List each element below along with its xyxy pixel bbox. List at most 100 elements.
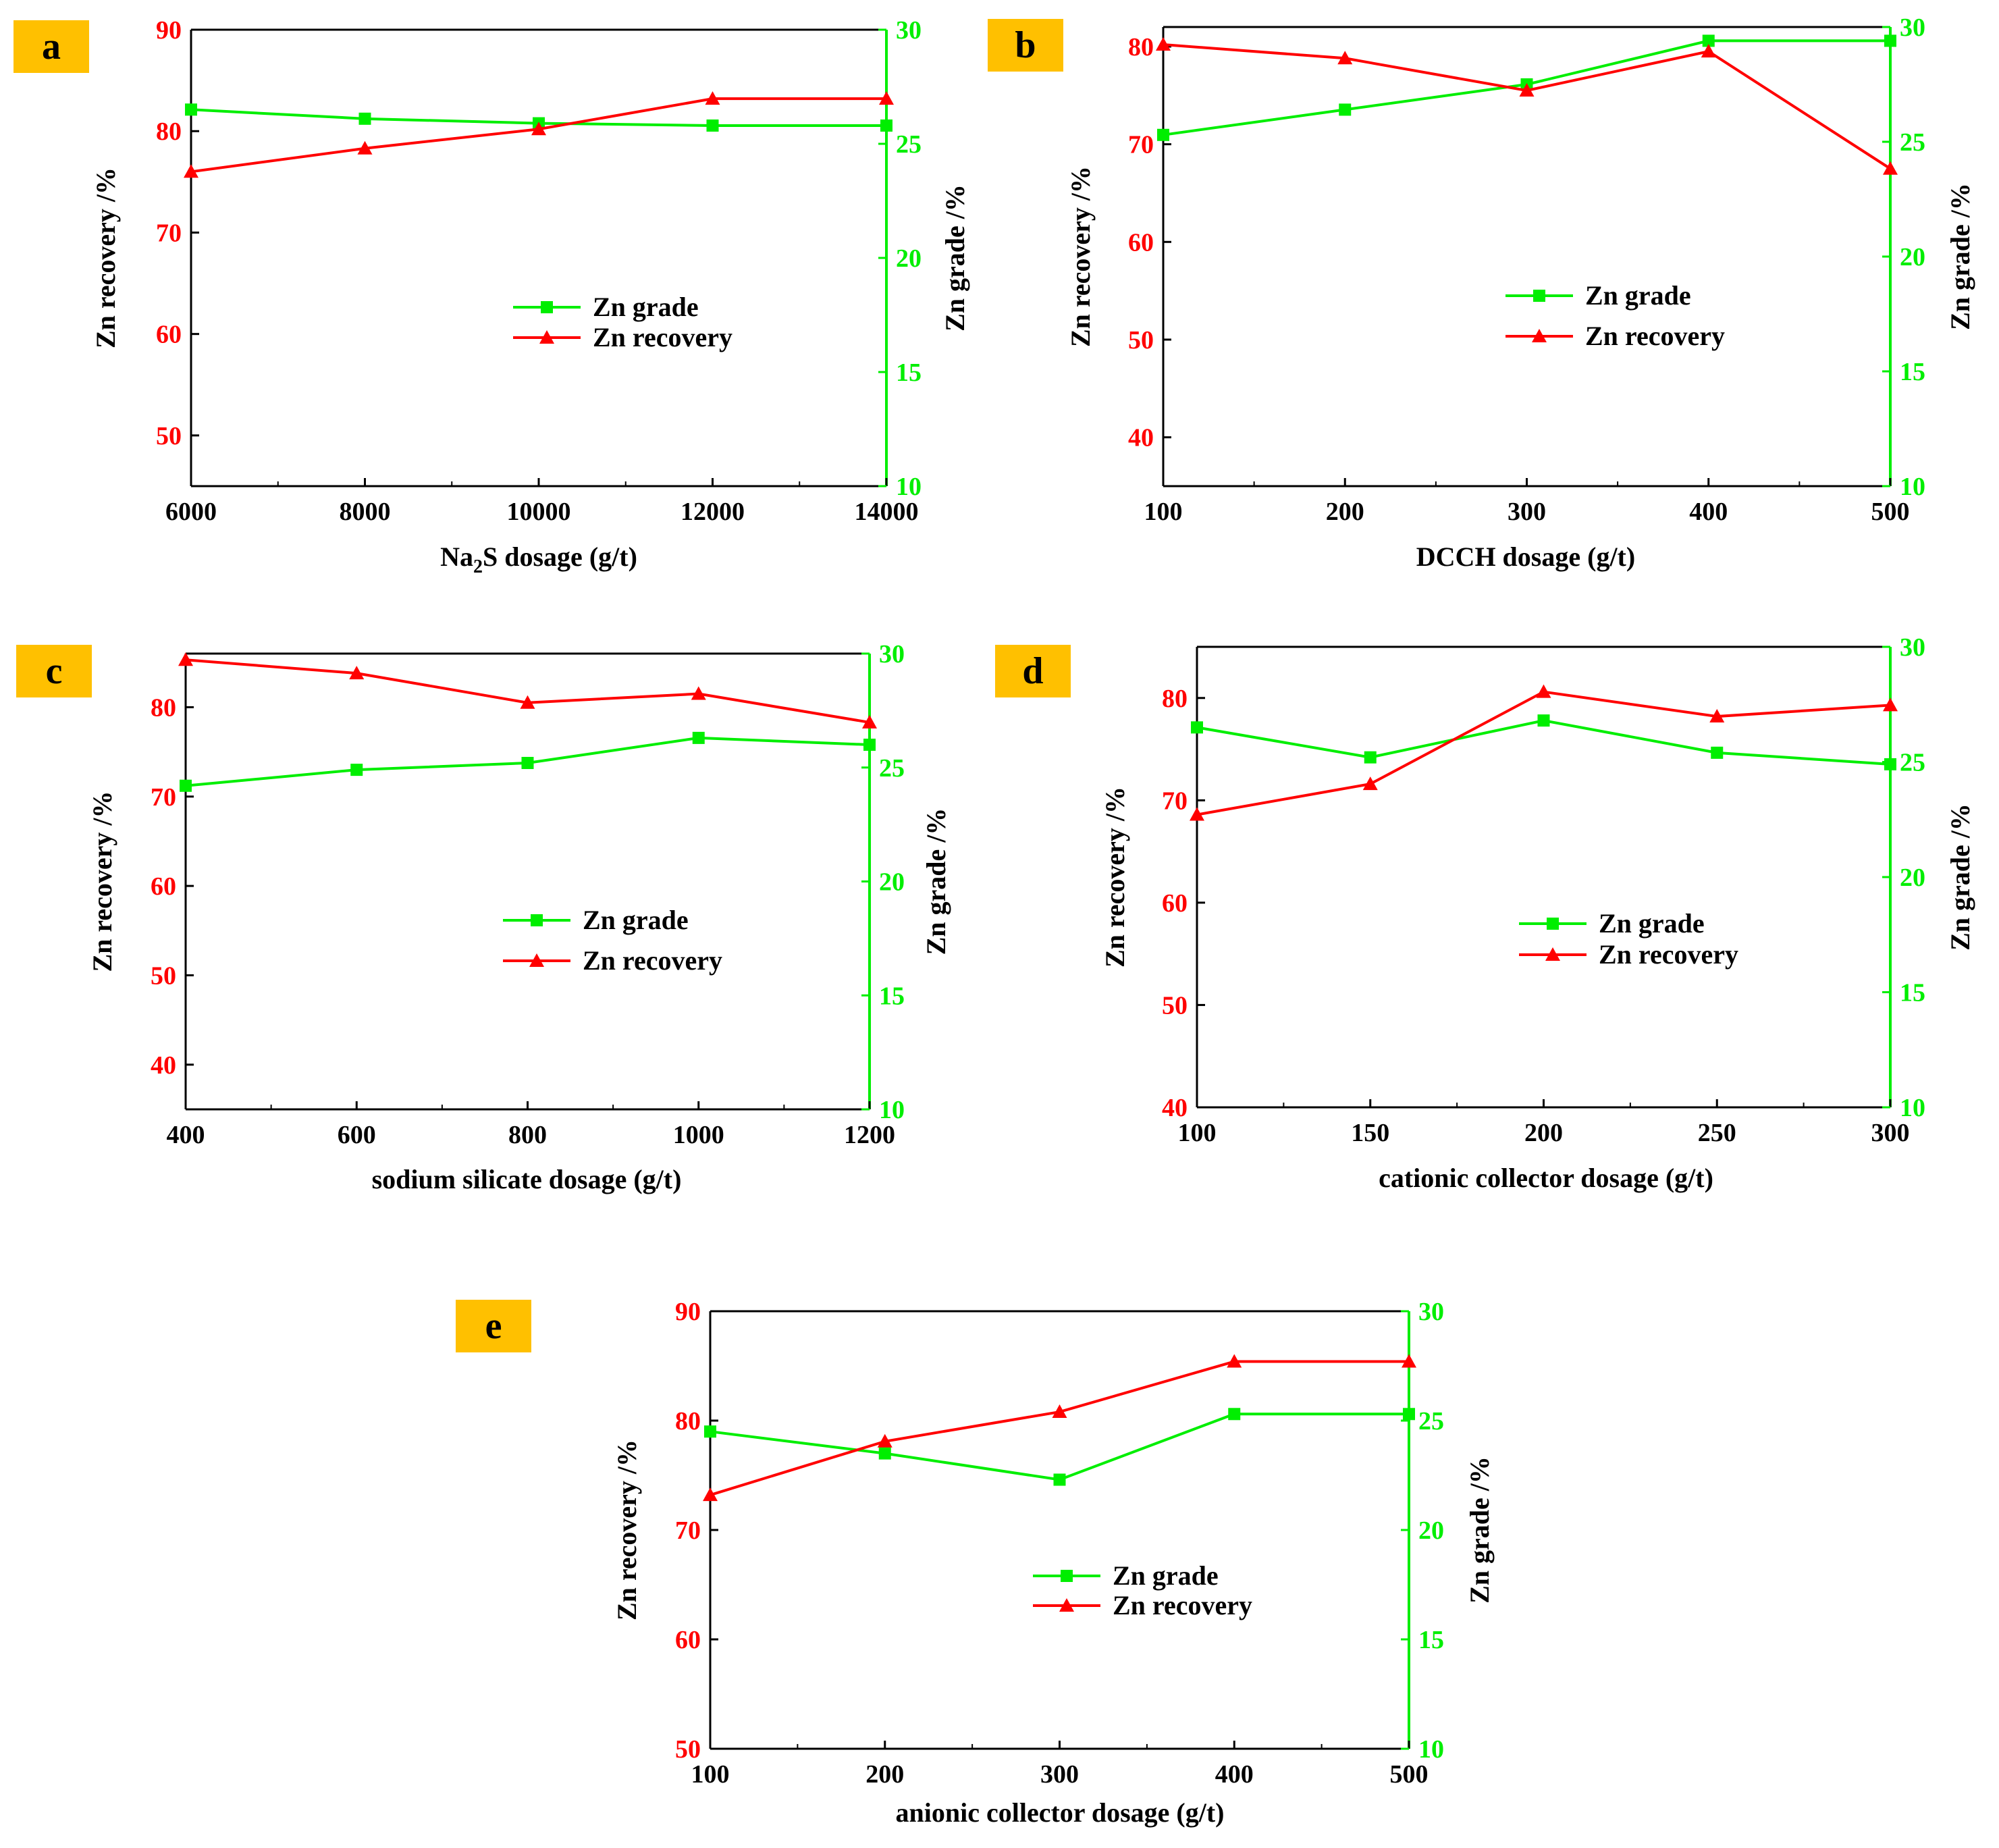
y-tick-label: 90 xyxy=(675,1298,701,1326)
y-tick-label: 50 xyxy=(151,961,176,990)
legend-marker-recovery xyxy=(529,953,544,967)
x-axis-title: anionic collector dosage (g/t) xyxy=(896,1797,1225,1828)
y2-tick-label: 20 xyxy=(879,868,905,897)
data-point-recovery xyxy=(1519,83,1535,97)
y2-axis-title: Zn grade /% xyxy=(921,808,951,955)
y2-tick-label: 30 xyxy=(1418,1298,1444,1326)
x-tick-label: 150 xyxy=(1351,1119,1389,1147)
data-point-grade xyxy=(1191,721,1203,734)
legend-label-recovery: Zn recovery xyxy=(583,945,722,976)
x-tick-label: 8000 xyxy=(340,498,391,526)
data-point-recovery xyxy=(1402,1354,1416,1368)
legend-label-recovery: Zn recovery xyxy=(1599,939,1738,970)
data-point-recovery xyxy=(862,714,877,729)
data-point-recovery xyxy=(1701,44,1716,58)
legend-marker-grade xyxy=(531,914,543,926)
y-axis-title: Zn recovery /% xyxy=(87,791,117,972)
data-point-grade xyxy=(880,119,892,132)
y-tick-label: 80 xyxy=(151,693,176,722)
legend-marker-grade xyxy=(1533,290,1545,302)
y2-axis-title: Zn grade /% xyxy=(1945,183,1975,330)
y-tick-label: 60 xyxy=(1128,228,1154,257)
data-point-grade xyxy=(521,757,534,769)
data-point-grade xyxy=(878,1447,891,1460)
y-tick-label: 90 xyxy=(156,16,182,45)
data-point-grade xyxy=(1228,1408,1241,1421)
x-tick-label: 400 xyxy=(167,1121,205,1149)
y2-axis-title: Zn grade /% xyxy=(1464,1456,1495,1604)
legend-label-grade: Zn grade xyxy=(1585,280,1691,311)
y2-tick-label: 10 xyxy=(1418,1735,1444,1764)
data-point-grade xyxy=(1157,128,1169,141)
y2-tick-label: 15 xyxy=(1900,358,1925,386)
y-axis-title: Zn recovery /% xyxy=(1065,166,1096,347)
data-point-grade xyxy=(1702,34,1715,47)
data-point-recovery xyxy=(691,686,706,700)
data-point-recovery xyxy=(1337,51,1353,65)
y2-tick-label: 25 xyxy=(879,754,905,783)
data-point-grade xyxy=(704,1425,716,1438)
legend-label-recovery: Zn recovery xyxy=(593,322,732,352)
y-tick-label: 70 xyxy=(151,783,176,812)
data-point-grade xyxy=(1537,714,1550,727)
data-point-recovery xyxy=(184,164,198,178)
y-tick-label: 70 xyxy=(1128,131,1154,159)
chart-panel-e: 100 200 300 400 500 50 60 70 80 90 10 15 20 25 30 Zn re… xyxy=(612,1298,1495,1828)
series-line-recovery xyxy=(190,97,886,174)
data-point-recovery xyxy=(1709,709,1725,723)
data-point-grade xyxy=(1364,751,1377,764)
data-point-grade xyxy=(350,764,363,776)
x-tick-label: 400 xyxy=(1215,1760,1254,1789)
data-point-grade xyxy=(1884,758,1896,770)
y-tick-label: 60 xyxy=(675,1626,701,1654)
x-tick-label: 500 xyxy=(1871,498,1910,526)
legend-label-grade: Zn grade xyxy=(593,292,699,322)
data-point-recovery xyxy=(349,666,365,680)
x-tick-label: 800 xyxy=(508,1121,547,1149)
data-point-recovery xyxy=(1190,807,1204,821)
y2-tick-label: 25 xyxy=(896,130,922,159)
y2-tick-label: 15 xyxy=(1900,979,1925,1007)
legend-marker-recovery xyxy=(539,330,554,344)
y2-tick-label: 20 xyxy=(1900,864,1925,892)
y-axis-title: Zn recovery /% xyxy=(1100,787,1130,968)
series-line-recovery xyxy=(185,658,870,724)
data-point-recovery xyxy=(1536,684,1551,698)
y-axis-title: Zn recovery /% xyxy=(90,167,121,348)
legend-label-grade: Zn grade xyxy=(583,905,689,935)
data-point-grade xyxy=(706,119,719,132)
legend-marker-grade xyxy=(1061,1570,1073,1582)
x-tick-label: 6000 xyxy=(165,498,217,526)
y-tick-label: 70 xyxy=(675,1516,701,1545)
y2-tick-label: 25 xyxy=(1418,1407,1444,1435)
chart-panel-b: 100 200 300 400 500 40 50 60 70 80 10 15 20 25 30 Zn re… xyxy=(1065,14,1975,572)
legend-marker-grade xyxy=(541,301,553,313)
x-tick-label: 100 xyxy=(691,1760,730,1789)
x-axis-title: DCCH dosage (g/t) xyxy=(1416,542,1635,572)
data-point-recovery xyxy=(178,652,193,666)
data-point-recovery xyxy=(1883,161,1898,175)
y-tick-label: 40 xyxy=(1162,1094,1188,1122)
panel-label-c: c xyxy=(16,645,92,697)
data-point-recovery xyxy=(705,91,720,105)
y-tick-label: 50 xyxy=(1128,326,1154,354)
legend-label-recovery: Zn recovery xyxy=(1113,1590,1252,1620)
x-tick-label: 400 xyxy=(1689,498,1728,526)
data-point-recovery xyxy=(520,695,535,709)
data-point-grade xyxy=(1339,103,1352,116)
x-tick-label: 300 xyxy=(1871,1119,1910,1147)
x-tick-label: 100 xyxy=(1144,498,1183,526)
x-tick-label: 1000 xyxy=(673,1121,724,1149)
data-point-recovery xyxy=(1227,1354,1242,1368)
y2-tick-label: 15 xyxy=(896,359,922,387)
data-point-recovery xyxy=(357,140,373,155)
y2-tick-label: 25 xyxy=(1900,128,1925,157)
x-tick-label: 12000 xyxy=(681,498,745,526)
x-tick-label: 200 xyxy=(1326,498,1364,526)
y2-tick-label: 10 xyxy=(896,473,922,501)
x-tick-label: 10000 xyxy=(507,498,571,526)
data-point-recovery xyxy=(1362,776,1378,791)
data-point-recovery xyxy=(1883,697,1898,712)
